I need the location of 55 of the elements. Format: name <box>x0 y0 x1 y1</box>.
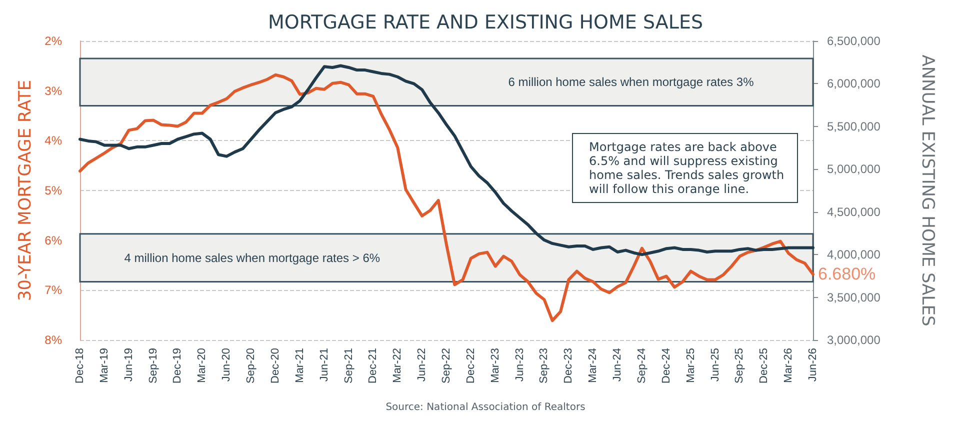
y2-tick-label: 3,000,000 <box>827 333 881 347</box>
x-tick-label: Dec-24 <box>660 348 672 384</box>
x-tick-label: Mar-21 <box>294 348 306 383</box>
x-tick-label: Dec-22 <box>464 348 477 384</box>
x-tick-label: Jun-20 <box>220 348 233 382</box>
y-tick-label: 3% <box>44 84 62 98</box>
y-tick-label: 7% <box>44 283 62 298</box>
y2-tick-label: 4,500,000 <box>827 204 881 219</box>
x-tick-label: Mar-25 <box>684 348 697 383</box>
x-tick-label: Jun-21 <box>318 348 330 382</box>
y-tick-label: 8% <box>44 333 62 347</box>
x-tick-label: Sep-19 <box>147 348 160 384</box>
x-tick-label: Mar-22 <box>392 348 404 383</box>
x-tick-label: Sep-23 <box>538 348 550 384</box>
line-series <box>78 73 814 322</box>
x-tick-label: Sep-21 <box>342 348 355 384</box>
y-axis-title: 30-YEAR MORTGAGE RATE <box>15 80 36 302</box>
x-tick-label: Jun-23 <box>514 348 526 382</box>
x-tick-label: Sep-22 <box>440 348 452 384</box>
x-tick-label: Dec-25 <box>758 348 770 384</box>
x-tick-label: Sep-25 <box>734 348 746 384</box>
x-tick-label: Jun-22 <box>416 348 428 382</box>
y2-tick-label: 5,000,000 <box>827 162 881 176</box>
band-label: 4 million home sales when mortgage rates > 6% <box>124 250 380 265</box>
y2-tick-label: 4,000,000 <box>827 248 881 262</box>
y-tick-label: 5% <box>44 184 62 198</box>
x-tick-label: Mar-20 <box>196 348 208 383</box>
data-label: 6.680% <box>818 264 876 284</box>
x-tick-label: Sep-20 <box>245 348 258 384</box>
x-tick-label: Jun-24 <box>612 348 624 382</box>
x-tick-label: Sep-24 <box>636 348 648 384</box>
x-tick-label: Dec-23 <box>562 348 575 384</box>
x-tick-label: Mar-26 <box>782 348 795 383</box>
band-label: 6 million home sales when mortgage rates 3% <box>508 75 754 90</box>
x-tick-label: Dec-20 <box>269 348 282 384</box>
chart-title: MORTGAGE RATE AND EXISTING HOME SALES <box>268 12 704 34</box>
y-tick-label: 4% <box>44 134 62 148</box>
x-tick-label: Dec-18 <box>74 348 86 384</box>
y-tick-label: 6% <box>44 233 62 248</box>
x-tick-label: Dec-19 <box>172 348 184 384</box>
y2-tick-label: 3,500,000 <box>827 290 881 304</box>
y-tick-label: 2% <box>44 34 62 48</box>
x-tick-label: Mar-23 <box>489 348 502 383</box>
x-tick-label: Jun-25 <box>709 348 722 382</box>
annotation: Mortgage rates are back above 6.5% and will suppress existing home sales. Trends sales growth will follow this orange line. <box>572 133 798 203</box>
y2-tick-label: 6,500,000 <box>827 34 881 48</box>
x-tick-label: Jun-19 <box>122 348 135 382</box>
y2-axis-title: ANNUAL EXISTING HOME SALES <box>918 54 938 326</box>
x-tick-label: Mar-24 <box>587 348 600 383</box>
y2-tick-label: 5,500,000 <box>827 119 881 134</box>
y2-tick-label: 6,000,000 <box>827 76 881 91</box>
x-tick-label: Mar-19 <box>98 348 110 383</box>
source-note: Source: National Association of Realtors <box>384 402 586 413</box>
x-tick-label: Jun-26 <box>807 348 819 382</box>
x-tick-label: Dec-21 <box>367 348 380 384</box>
